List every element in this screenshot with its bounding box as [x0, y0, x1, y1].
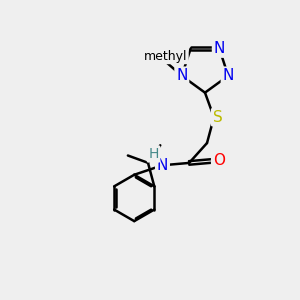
Text: S: S: [213, 110, 222, 125]
Text: methyl: methyl: [144, 50, 187, 63]
Text: N: N: [223, 68, 234, 83]
Text: O: O: [213, 153, 225, 168]
Text: N: N: [176, 68, 188, 83]
Text: N: N: [157, 158, 168, 173]
Text: H: H: [148, 147, 159, 161]
Text: N: N: [214, 41, 225, 56]
